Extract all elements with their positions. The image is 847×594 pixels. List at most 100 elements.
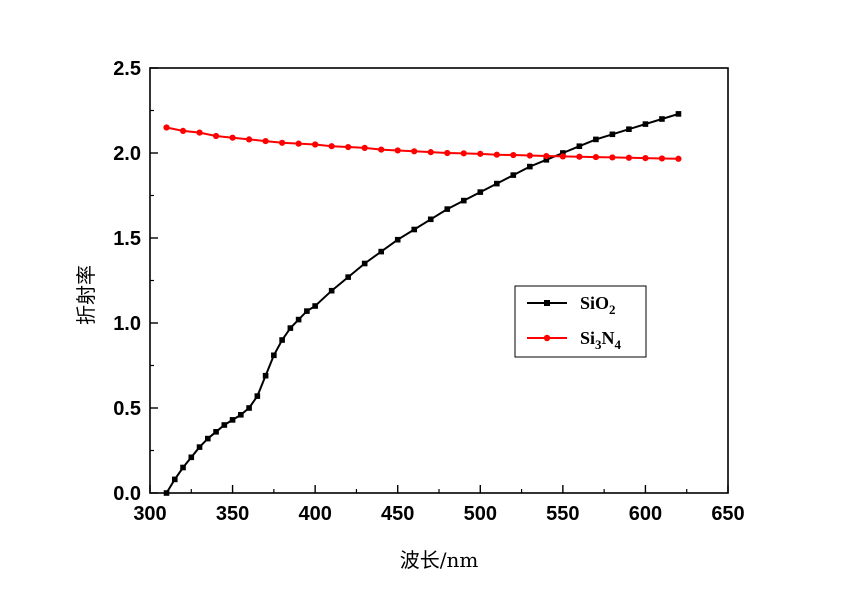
y-tick-label: 1.5 — [113, 228, 141, 250]
data-point-sio2 — [576, 143, 583, 149]
series-layer — [163, 111, 682, 496]
data-point-sio2 — [180, 464, 186, 471]
data-point-si3n4 — [163, 124, 170, 131]
data-point-si3n4 — [212, 132, 220, 140]
y-axis-ticks: 0.0 0.5 1.0 1.5 2.0 2.5 — [113, 58, 158, 505]
data-point-sio2 — [262, 372, 269, 379]
data-point-sio2 — [304, 308, 310, 314]
data-point-sio2 — [271, 352, 277, 359]
data-point-sio2 — [196, 444, 203, 450]
data-point-sio2 — [163, 490, 170, 496]
data-point-sio2 — [287, 325, 294, 331]
legend-label-si3n4: Si3N4 — [580, 328, 622, 352]
data-point-si3n4 — [592, 153, 599, 161]
data-point-sio2 — [626, 126, 632, 132]
legend-label-si3n4-mid: N — [602, 328, 615, 348]
y-tick-label: 0.5 — [113, 398, 141, 420]
data-point-sio2 — [328, 287, 335, 294]
x-tick-label: 600 — [629, 503, 662, 525]
y-tick-label: 0.0 — [113, 483, 141, 505]
data-point-sio2 — [460, 197, 467, 204]
data-point-sio2 — [361, 260, 368, 267]
data-point-si3n4 — [543, 152, 550, 160]
data-point-si3n4 — [559, 153, 566, 160]
data-point-si3n4 — [510, 151, 517, 159]
data-point-si3n4 — [378, 146, 385, 153]
data-point-sio2 — [312, 303, 318, 309]
data-point-si3n4 — [262, 138, 269, 145]
data-point-si3n4 — [361, 144, 368, 151]
data-point-si3n4 — [658, 155, 666, 162]
data-point-si3n4 — [279, 139, 286, 146]
legend-label-sio2-base: SiO — [580, 293, 609, 313]
x-axis-label: 波长/nm — [400, 548, 479, 572]
data-point-sio2 — [659, 116, 665, 122]
data-point-sio2 — [378, 248, 384, 255]
data-point-sio2 — [254, 393, 261, 399]
legend-marker-sio2 — [544, 300, 550, 306]
data-point-si3n4 — [179, 127, 187, 134]
data-point-sio2 — [229, 417, 236, 423]
data-point-si3n4 — [576, 153, 583, 160]
data-point-sio2 — [205, 435, 211, 442]
data-point-sio2 — [444, 206, 451, 212]
data-point-si3n4 — [477, 150, 484, 157]
data-point-si3n4 — [460, 150, 467, 157]
data-point-sio2 — [246, 405, 252, 411]
data-point-si3n4 — [609, 154, 616, 161]
x-tick-label: 500 — [464, 503, 497, 525]
data-point-si3n4 — [345, 143, 352, 151]
data-point-si3n4 — [427, 149, 434, 156]
y-tick-label: 2.0 — [113, 143, 141, 165]
legend-label-si3n4-sub2: 4 — [615, 337, 622, 352]
data-point-sio2 — [527, 163, 533, 170]
data-point-si3n4 — [196, 129, 203, 136]
data-point-sio2 — [494, 180, 500, 187]
data-point-si3n4 — [229, 134, 236, 141]
data-point-sio2 — [188, 454, 195, 461]
legend-label-sio2-sub: 2 — [609, 302, 616, 317]
data-point-sio2 — [411, 226, 418, 233]
y-tick-label: 2.5 — [113, 58, 141, 80]
data-point-si3n4 — [493, 151, 500, 158]
data-point-si3n4 — [245, 136, 253, 143]
x-tick-label: 450 — [381, 503, 414, 525]
data-point-sio2 — [642, 121, 649, 127]
data-point-si3n4 — [394, 147, 401, 154]
x-tick-label: 400 — [298, 503, 331, 525]
data-point-sio2 — [560, 150, 566, 156]
data-point-si3n4 — [444, 149, 451, 157]
data-point-si3n4 — [526, 152, 533, 159]
data-point-si3n4 — [675, 155, 682, 162]
data-point-si3n4 — [312, 141, 319, 148]
data-point-sio2 — [171, 476, 178, 483]
data-point-sio2 — [345, 274, 351, 280]
series-line-si3n4 — [166, 126, 679, 160]
data-point-si3n4 — [328, 143, 335, 150]
legend: SiO2 Si3N4 — [514, 285, 647, 358]
data-point-sio2 — [295, 316, 302, 323]
data-point-si3n4 — [295, 140, 302, 147]
data-point-sio2 — [213, 429, 219, 435]
data-point-sio2 — [221, 422, 228, 428]
data-point-sio2 — [593, 136, 599, 143]
data-point-sio2 — [510, 172, 517, 178]
legend-label-sio2: SiO2 — [580, 293, 616, 317]
legend-marker-si3n4 — [543, 334, 551, 342]
data-point-sio2 — [609, 131, 616, 138]
y-axis-label: 折射率 — [74, 265, 98, 325]
data-point-sio2 — [238, 412, 244, 418]
data-point-sio2 — [543, 157, 550, 163]
x-axis-ticks: 300 350 400 450 500 550 600 650 — [133, 485, 745, 525]
data-point-si3n4 — [642, 155, 649, 162]
data-point-sio2 — [279, 337, 285, 343]
data-point-si3n4 — [411, 148, 418, 155]
data-point-si3n4 — [625, 154, 633, 161]
data-point-sio2 — [477, 189, 484, 195]
data-point-sio2 — [394, 236, 401, 243]
y-tick-label: 1.0 — [113, 313, 141, 335]
plot-frame — [149, 67, 729, 494]
x-tick-label: 550 — [546, 503, 579, 525]
